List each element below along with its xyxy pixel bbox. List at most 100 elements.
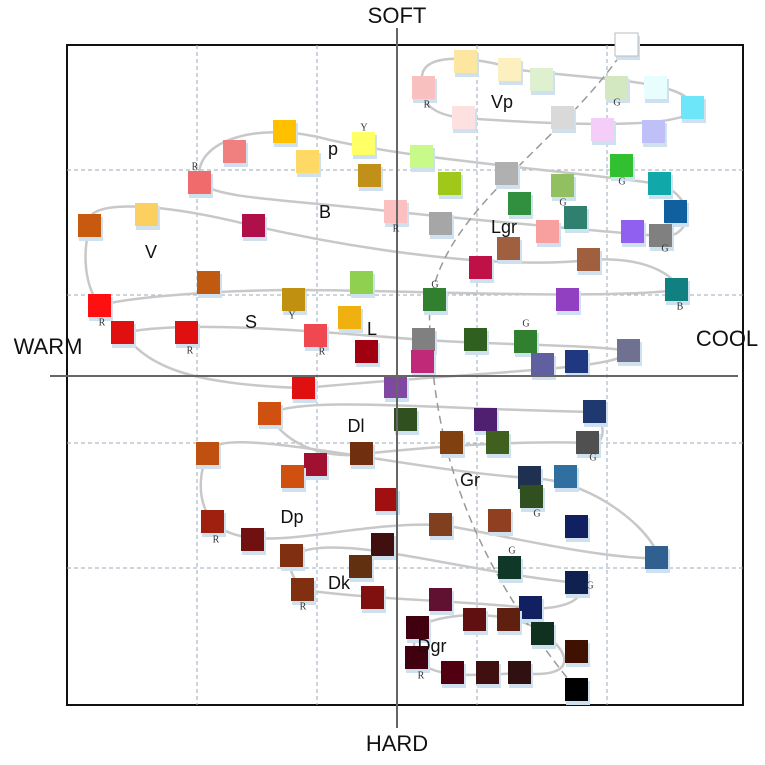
- hue-mark: R: [99, 317, 106, 328]
- swatch: [281, 465, 304, 488]
- hue-mark: G: [613, 97, 620, 108]
- hue-mark: R: [418, 670, 425, 681]
- swatch: [498, 58, 521, 81]
- swatch: [495, 162, 518, 185]
- hue-mark: G: [586, 580, 593, 591]
- tone-label: Dl: [348, 416, 365, 436]
- swatch: [241, 528, 264, 551]
- swatch: [175, 321, 198, 344]
- hue-mark: G: [559, 197, 566, 208]
- swatch: [621, 220, 644, 243]
- hue-mark: R: [393, 223, 400, 234]
- swatch: [556, 288, 579, 311]
- tone-label: B: [319, 202, 331, 222]
- swatch: [565, 571, 588, 594]
- hue-mark: R: [424, 99, 431, 110]
- swatch: [258, 402, 281, 425]
- hue-mark: R: [192, 161, 199, 172]
- swatch: [88, 294, 111, 317]
- tone-label: Dk: [328, 573, 351, 593]
- swatch: [429, 513, 452, 536]
- swatch: [452, 106, 475, 129]
- swatch: [410, 145, 433, 168]
- hue-mark: R: [300, 601, 307, 612]
- swatch: [196, 442, 219, 465]
- hue-mark: R: [319, 346, 326, 357]
- hue-mark: G: [533, 508, 540, 519]
- swatch: [242, 214, 265, 237]
- hue-mark: G: [589, 452, 596, 463]
- swatch: [520, 485, 543, 508]
- hue-mark: G: [661, 243, 668, 254]
- swatch: [576, 431, 599, 454]
- tone-curves: [84, 57, 695, 677]
- swatch: [497, 608, 520, 631]
- swatch: [350, 442, 373, 465]
- swatch: [188, 171, 211, 194]
- swatch: [371, 533, 394, 556]
- swatch: [648, 172, 671, 195]
- swatch: [610, 154, 633, 177]
- hue-mark: R: [187, 345, 194, 356]
- swatch: [488, 509, 511, 532]
- tone-label: Dgr: [417, 636, 446, 656]
- swatch: [614, 32, 639, 57]
- tone-label: Dp: [280, 507, 303, 527]
- swatch: [551, 174, 574, 197]
- swatch: [423, 288, 446, 311]
- swatch: [338, 306, 361, 329]
- tone-label: Gr: [460, 470, 480, 490]
- tone-label: L: [367, 319, 377, 339]
- axis-label: SOFT: [368, 3, 427, 28]
- hue-mark: G: [522, 318, 529, 329]
- labels: Vp p B V Lgr S L Dl Gr Dp Dk Dgr R G R Y G G R G G B R R Y R G G G R G…: [99, 92, 684, 682]
- swatch: [464, 328, 487, 351]
- swatch: [454, 50, 477, 73]
- swatch: [375, 488, 398, 511]
- hue-mark: G: [508, 545, 515, 556]
- swatch: [273, 120, 296, 143]
- hue-mark: Y: [288, 310, 295, 321]
- hue-mark: R: [213, 534, 220, 545]
- swatch: [498, 556, 521, 579]
- swatch: [384, 375, 407, 398]
- swatch: [508, 661, 531, 684]
- hue-mark: G: [431, 279, 438, 290]
- swatch: [474, 408, 497, 431]
- swatches: [78, 32, 706, 705]
- swatch: [649, 224, 672, 247]
- swatch: [508, 192, 531, 215]
- swatch: [358, 164, 381, 187]
- tone-label: S: [245, 312, 257, 332]
- swatch: [564, 206, 587, 229]
- swatch: [531, 353, 554, 376]
- swatch: [565, 350, 588, 373]
- hue-mark: Y: [360, 122, 367, 133]
- swatch: [554, 465, 577, 488]
- swatch: [201, 510, 224, 533]
- swatch: [664, 200, 687, 223]
- swatch: [223, 140, 246, 163]
- swatch: [292, 376, 315, 399]
- swatch: [519, 596, 542, 619]
- swatch: [565, 640, 588, 663]
- swatch: [282, 288, 305, 311]
- swatch: [645, 546, 668, 569]
- swatch: [681, 96, 704, 119]
- swatch: [551, 106, 574, 129]
- swatch: [355, 340, 378, 363]
- swatch: [406, 616, 429, 639]
- swatch: [78, 214, 101, 237]
- swatch: [438, 172, 461, 195]
- swatch: [441, 661, 464, 684]
- swatch: [304, 453, 327, 476]
- tone-label: Lgr: [491, 217, 517, 237]
- swatch: [440, 431, 463, 454]
- swatch: [577, 248, 600, 271]
- swatch: [514, 330, 537, 353]
- swatch: [486, 431, 509, 454]
- hue-mark: G: [618, 176, 625, 187]
- swatch: [361, 586, 384, 609]
- tone-label: Vp: [491, 92, 513, 112]
- swatch: [518, 466, 541, 489]
